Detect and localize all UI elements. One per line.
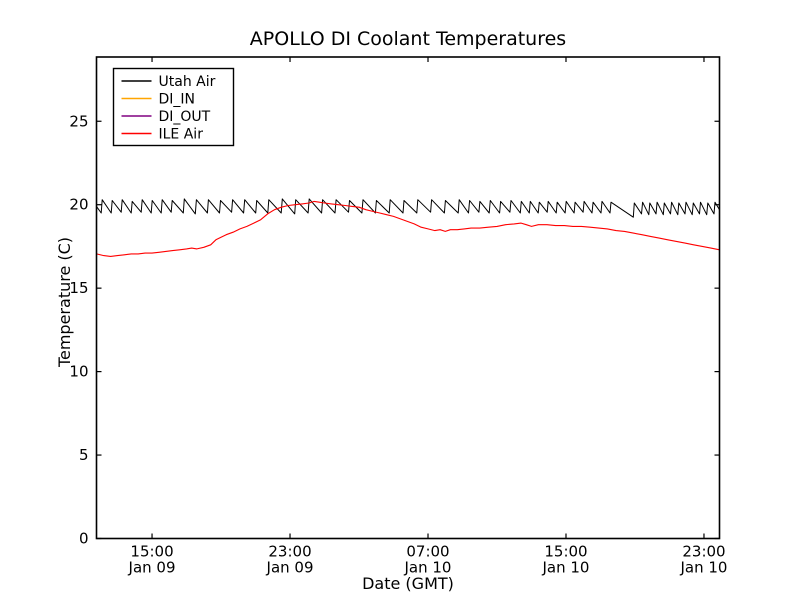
y-tick-label: 25 <box>69 112 88 130</box>
x-tick-label-time: 23:00 <box>268 543 311 561</box>
plot-frame <box>95 56 721 540</box>
legend-label-di-out: DI_OUT <box>159 109 211 125</box>
x-axis-label: Date (GMT) <box>362 574 454 593</box>
y-axis-label: Temperature (C) <box>55 237 74 368</box>
x-tick-label-time: 23:00 <box>682 543 725 561</box>
legend-label-utah-air: Utah Air <box>159 74 216 90</box>
x-tick-label-time: 15:00 <box>544 543 587 561</box>
y-tick-label: 20 <box>69 196 88 214</box>
x-tick-label-time: 15:00 <box>130 543 173 561</box>
x-tick-label-date: Jan 09 <box>128 559 176 577</box>
y-tick-label: 10 <box>69 363 88 381</box>
y-tick-label: 15 <box>69 279 88 297</box>
x-tick-label-date: Jan 10 <box>542 559 590 577</box>
ile-air-line <box>96 200 720 257</box>
legend-label-ile-air: ILE Air <box>159 127 204 143</box>
y-tick-label: 5 <box>79 446 89 464</box>
x-tick-label-date: Jan 10 <box>679 559 727 577</box>
legend-label-di-in: DI_IN <box>159 92 196 108</box>
x-tick-label-date: Jan 09 <box>266 559 314 577</box>
x-tick-label-date: Jan 10 <box>404 559 452 577</box>
utah-air-line <box>96 198 720 218</box>
x-tick-label-time: 07:00 <box>406 543 449 561</box>
chart-title: APOLLO DI Coolant Temperatures <box>250 28 566 50</box>
y-tick-label: 0 <box>79 530 89 548</box>
series-layer <box>96 198 720 257</box>
